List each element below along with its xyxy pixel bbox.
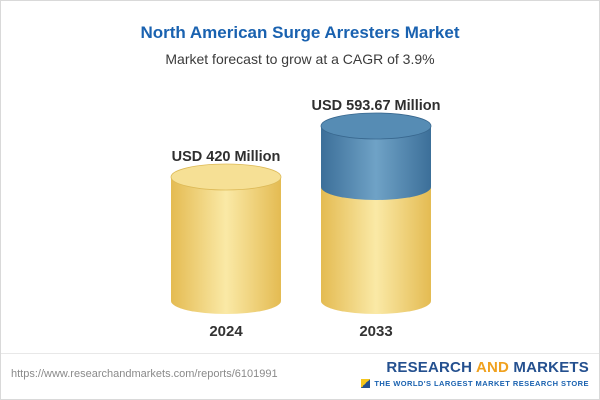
category-label-2024: 2024 [209, 323, 243, 340]
logo-word-research: RESEARCH [386, 359, 473, 376]
logo-mark-icon [361, 379, 371, 388]
cylinder-2033-growth [321, 126, 431, 200]
chart-title: North American Surge Arresters Market [140, 23, 460, 42]
research-and-markets-logo: RESEARCH AND MARKETS THE WORLD'S LARGEST… [361, 359, 589, 388]
logo-word-and: AND [475, 359, 510, 376]
value-label-2033: USD 593.67 Million [311, 98, 441, 114]
logo-wordmark: RESEARCH AND MARKETS [361, 359, 589, 377]
source-url: https://www.researchandmarkets.com/repor… [11, 368, 278, 380]
cylinder-2033-top [320, 112, 432, 140]
value-label-2024: USD 420 Million [171, 149, 281, 165]
category-label-2033: 2033 [359, 323, 393, 340]
cylinder-2033 [320, 112, 432, 314]
logo-word-markets: MARKETS [513, 359, 589, 376]
chart-subtitle: Market forecast to grow at a CAGR of 3.9… [165, 51, 435, 67]
cylinder-2033-base [321, 187, 431, 314]
logo-tagline: THE WORLD'S LARGEST MARKET RESEARCH STOR… [374, 379, 589, 388]
cylinder-2024 [170, 163, 282, 314]
footer: https://www.researchandmarkets.com/repor… [1, 353, 599, 399]
